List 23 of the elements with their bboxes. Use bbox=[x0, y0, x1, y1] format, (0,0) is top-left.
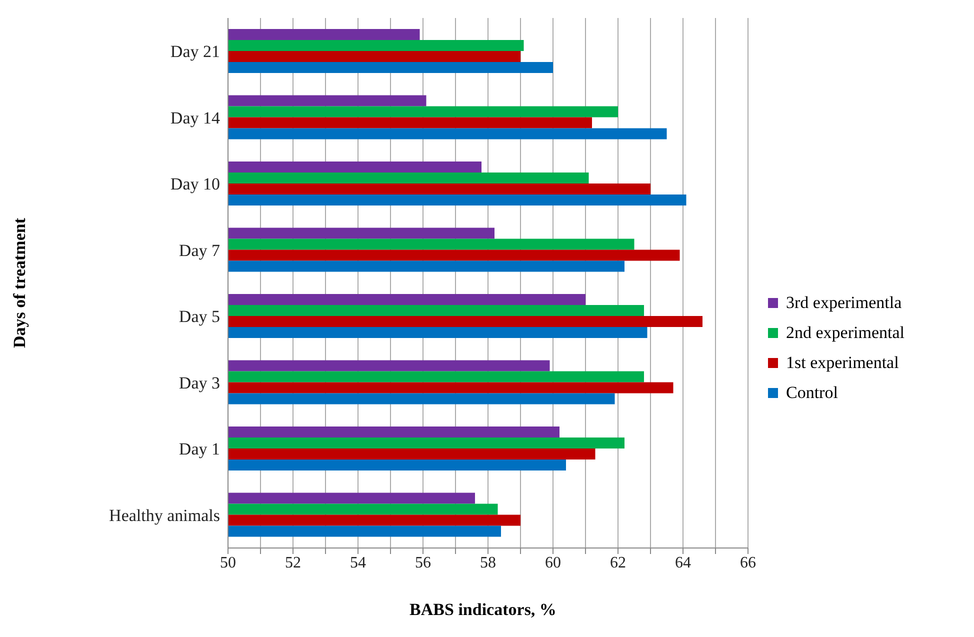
y-tick-label: Day 10 bbox=[170, 174, 220, 194]
x-tick-label: 58 bbox=[480, 554, 496, 572]
y-tick-label: Day 21 bbox=[170, 42, 220, 62]
legend-label: 2nd experimental bbox=[786, 323, 904, 343]
y-axis-title: Days of treatment bbox=[10, 218, 30, 348]
legend-label: 1st experimental bbox=[786, 353, 899, 373]
x-tick-label: 54 bbox=[350, 554, 366, 572]
y-tick-label: Day 5 bbox=[178, 307, 220, 326]
y-tick-label: Day 14 bbox=[170, 108, 220, 128]
x-tick-label: 56 bbox=[415, 554, 431, 572]
x-tick-label: 50 bbox=[220, 554, 236, 572]
y-tick-label: Day 7 bbox=[178, 240, 220, 260]
x-tick-label: 62 bbox=[610, 554, 626, 572]
x-tick-label: 52 bbox=[285, 554, 301, 572]
x-axis-title: BABS indicators, % bbox=[408, 600, 558, 620]
legend-label: 3rd experimentla bbox=[786, 293, 902, 313]
x-tick-label: 60 bbox=[545, 554, 561, 572]
x-tick-label: 66 bbox=[740, 554, 756, 572]
legend-label: Control bbox=[786, 383, 838, 403]
x-tick-label: 64 bbox=[675, 554, 691, 572]
y-tick-label: Healthy animals bbox=[109, 506, 220, 525]
y-tick-label: Day 1 bbox=[178, 440, 220, 459]
y-tick-label: Day 3 bbox=[178, 373, 220, 392]
